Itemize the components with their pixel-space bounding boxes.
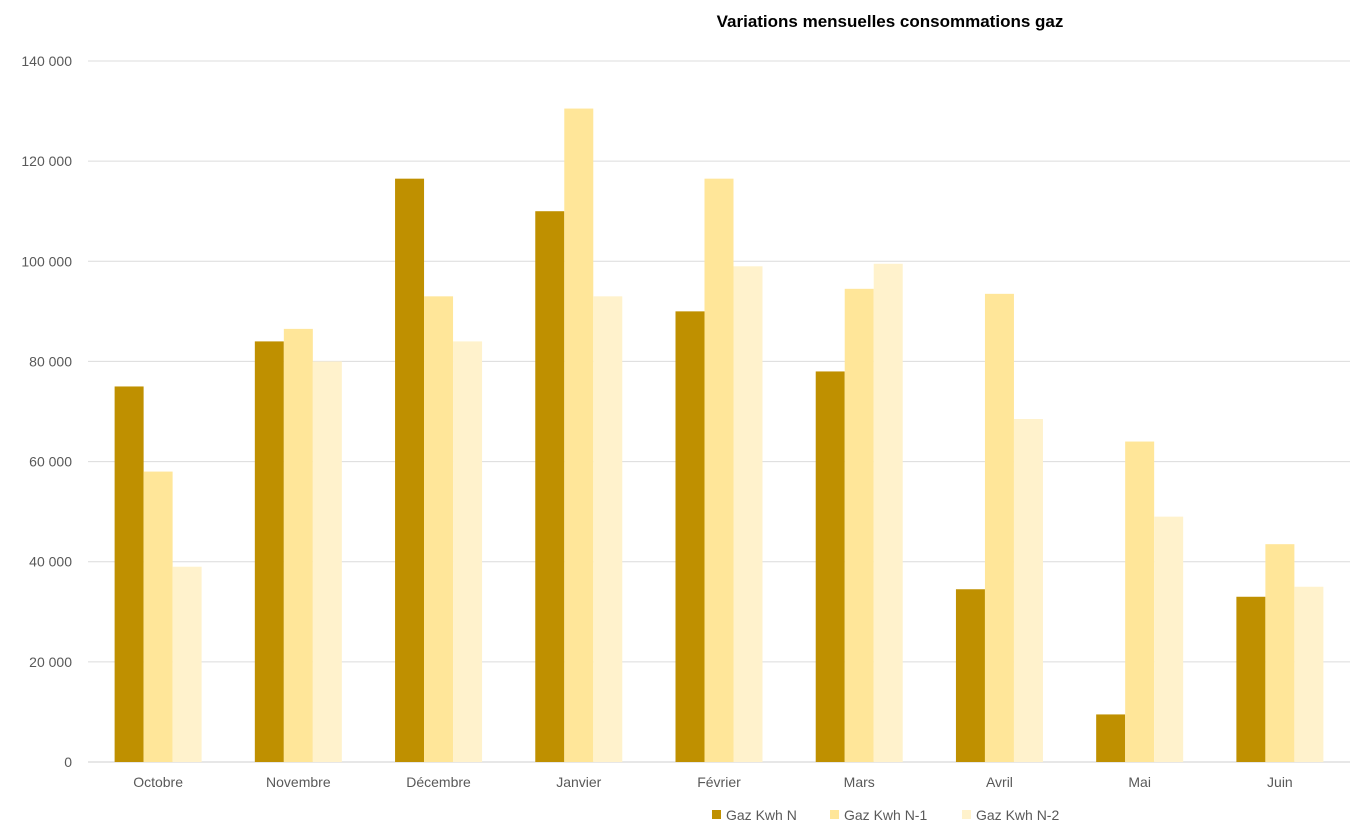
x-axis-ticks: Octobre Novembre Décembre Janvier Février Mar… [133,774,1293,790]
legend-swatch [712,810,721,819]
bar [143,471,173,762]
x-tick-label: Juin [1267,774,1293,790]
bar [873,263,903,762]
y-axis-ticks: 0 20 000 40 000 60 000 80 000 100 000 120 000 1… [21,53,72,770]
legend-swatch [962,810,971,819]
bar [704,178,734,763]
bar [395,178,425,763]
bar [955,589,985,762]
bar [593,296,623,762]
x-tick-label: Janvier [556,774,601,790]
bar [312,361,342,762]
y-tick-label: 140 000 [21,53,72,69]
legend: Gaz Kwh N Gaz Kwh N-1 Gaz Kwh N-2 [712,807,1059,823]
x-tick-label: Novembre [266,774,331,790]
bar [844,288,874,762]
bar [984,293,1014,762]
y-tick-label: 120 000 [21,153,72,169]
bar [1265,544,1295,762]
y-tick-label: 40 000 [29,554,72,570]
y-tick-label: 100 000 [21,253,72,269]
bar [424,296,454,762]
bar [1236,596,1266,762]
bar [815,371,845,762]
bar [564,108,594,762]
y-tick-label: 0 [64,754,72,770]
bar [254,341,284,762]
y-tick-label: 80 000 [29,353,72,369]
bar [1096,714,1126,762]
x-tick-label: Mai [1128,774,1151,790]
bar [172,566,202,762]
bar [1154,516,1184,762]
legend-label: Gaz Kwh N-1 [844,807,927,823]
bar [535,211,565,762]
legend-label: Gaz Kwh N [726,807,797,823]
bar [283,328,313,762]
x-tick-label: Mars [844,774,875,790]
x-tick-label: Avril [986,774,1013,790]
x-tick-label: Octobre [133,774,183,790]
bar [453,341,483,762]
x-tick-label: Février [697,774,741,790]
bar [1125,441,1155,762]
legend-label: Gaz Kwh N-2 [976,807,1059,823]
chart-title: Variations mensuelles consommations gaz [716,12,1064,31]
x-tick-label: Décembre [406,774,471,790]
bar [675,311,705,762]
y-tick-label: 20 000 [29,654,72,670]
y-tick-label: 60 000 [29,454,72,470]
bar [733,266,763,762]
bars-layer [114,108,1324,763]
legend-swatch [830,810,839,819]
bar [114,386,144,762]
bar [1013,419,1043,762]
bar [1294,586,1324,762]
